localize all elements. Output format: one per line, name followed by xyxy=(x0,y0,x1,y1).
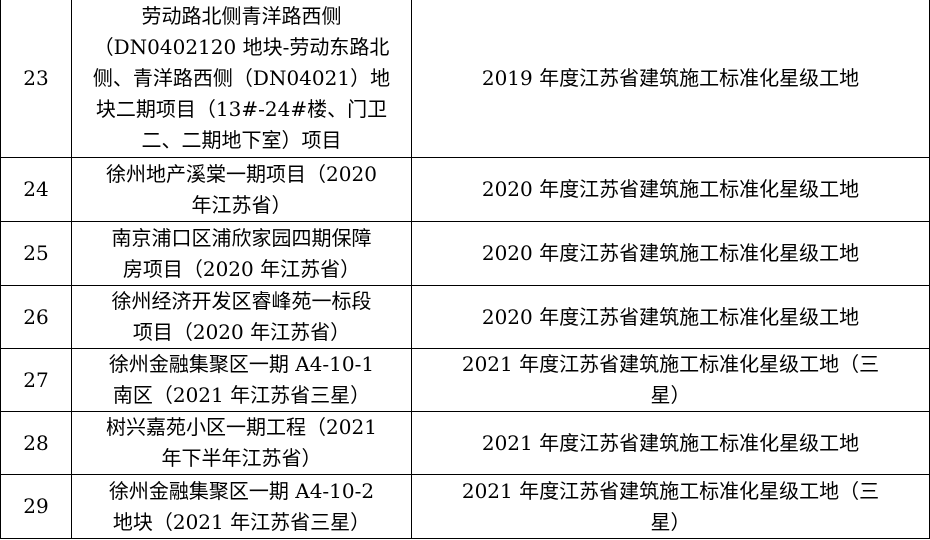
award-cell-line: 2021 年度江苏省建筑施工标准化星级工地（三 xyxy=(461,352,880,376)
award-cell-line: 2020 年度江苏省建筑施工标准化星级工地 xyxy=(481,241,860,265)
table-row: 27 徐州金融集聚区一期 A4-10-1 南区（2021 年江苏省三星） 2021 年… xyxy=(0,348,930,412)
project-name-cell-line: 树兴嘉苑小区一期工程（2021 xyxy=(106,415,377,439)
project-name-cell-line: 块二期项目（13#-24#楼、门卫 xyxy=(95,97,388,121)
project-name-cell-line: 房项目（2020 年江苏省） xyxy=(122,256,361,281)
project-name-cell: 徐州地产溪棠一期项目（2020 年江苏省） xyxy=(71,157,412,222)
row-number: 28 xyxy=(0,411,72,475)
table-row: 25 南京浦口区浦欣家园四期保障 房项目（2020 年江苏省） 2020 年度江苏省建… xyxy=(0,221,930,286)
table-row: 28 树兴嘉苑小区一期工程（2021 年下半年江苏省） 2021 年度江苏省建筑施工标… xyxy=(0,411,930,475)
award-cell-line: 2020 年度江苏省建筑施工标准化星级工地 xyxy=(481,177,860,201)
project-name-cell-line: 项目（2020 年江苏省） xyxy=(132,320,351,344)
project-name-cell: 南京浦口区浦欣家园四期保障 房项目（2020 年江苏省） xyxy=(71,221,412,286)
award-cell-line: 2021 年度江苏省建筑施工标准化星级工地（三 xyxy=(461,478,880,503)
project-name-cell-line: 劳动路北侧青洋路西侧 xyxy=(141,4,342,28)
project-name-cell-line: 二、二期地下室）项目 xyxy=(141,128,342,152)
project-name-cell-line: 徐州金融集聚区一期 A4-10-2 xyxy=(108,478,375,503)
row-number: 29 xyxy=(0,474,72,539)
project-name-cell-line: 南区（2021 年江苏省三星） xyxy=(112,383,371,407)
row-number: 26 xyxy=(0,285,72,349)
project-name-cell: 徐州金融集聚区一期 A4-10-2 地块（2021 年江苏省三星） xyxy=(71,474,412,539)
table-row: 24 徐州地产溪棠一期项目（2020 年江苏省） 2020 年度江苏省建筑施工标准化星… xyxy=(0,157,930,222)
award-cell-line: 2020 年度江苏省建筑施工标准化星级工地 xyxy=(481,304,860,329)
project-name-cell-line: 徐州金融集聚区一期 A4-10-1 xyxy=(108,352,375,376)
award-cell-line: 星） xyxy=(650,383,691,407)
table-row: 23 劳动路北侧青洋路西侧 （DN0402120 地块-劳动东路北 侧、青洋路西侧（D… xyxy=(0,0,930,158)
award-cell: 2021 年度江苏省建筑施工标准化星级工地（三 星） xyxy=(411,474,930,539)
row-number: 23 xyxy=(0,0,72,158)
project-name-cell: 徐州经济开发区睿峰苑一标段 项目（2020 年江苏省） xyxy=(71,285,412,349)
award-cell: 2021 年度江苏省建筑施工标准化星级工地 xyxy=(411,411,930,475)
project-name-cell-line: 徐州经济开发区睿峰苑一标段 xyxy=(111,289,372,313)
project-name-cell-line: （DN0402120 地块-劳动东路北 xyxy=(93,35,390,59)
table-row: 29 徐州金融集聚区一期 A4-10-2 地块（2021 年江苏省三星） 2021 年… xyxy=(0,474,930,539)
project-name-cell: 劳动路北侧青洋路西侧 （DN0402120 地块-劳动东路北 侧、青洋路西侧（DN0… xyxy=(71,0,412,158)
table-row: 26 徐州经济开发区睿峰苑一标段 项目（2020 年江苏省） 2020 年度江苏省建筑… xyxy=(0,285,930,349)
project-name-cell-line: 侧、青洋路西侧（DN04021）地 xyxy=(92,66,391,90)
award-cell: 2019 年度江苏省建筑施工标准化星级工地 xyxy=(411,0,930,158)
award-cell-line: 星） xyxy=(650,509,691,534)
row-number: 27 xyxy=(0,348,72,412)
project-name-cell-line: 年江苏省） xyxy=(191,192,292,217)
award-cell: 2020 年度江苏省建筑施工标准化星级工地 xyxy=(411,157,930,222)
project-name-cell: 树兴嘉苑小区一期工程（2021 年下半年江苏省） xyxy=(71,411,412,475)
row-number: 25 xyxy=(0,221,72,286)
award-cell-line: 2019 年度江苏省建筑施工标准化星级工地 xyxy=(481,66,860,90)
award-cell: 2021 年度江苏省建筑施工标准化星级工地（三 星） xyxy=(411,348,930,412)
award-cell: 2020 年度江苏省建筑施工标准化星级工地 xyxy=(411,285,930,349)
project-name-cell-line: 徐州地产溪棠一期项目（2020 xyxy=(106,161,377,186)
award-cell-line: 2021 年度江苏省建筑施工标准化星级工地 xyxy=(481,430,860,455)
award-cell: 2020 年度江苏省建筑施工标准化星级工地 xyxy=(411,221,930,286)
project-name-cell-line: 南京浦口区浦欣家园四期保障 xyxy=(111,225,372,250)
project-name-cell-line: 地块（2021 年江苏省三星） xyxy=(112,509,371,534)
project-name-cell-line: 年下半年江苏省） xyxy=(161,446,322,470)
project-name-cell: 徐州金融集聚区一期 A4-10-1 南区（2021 年江苏省三星） xyxy=(71,348,412,412)
row-number: 24 xyxy=(0,157,72,222)
